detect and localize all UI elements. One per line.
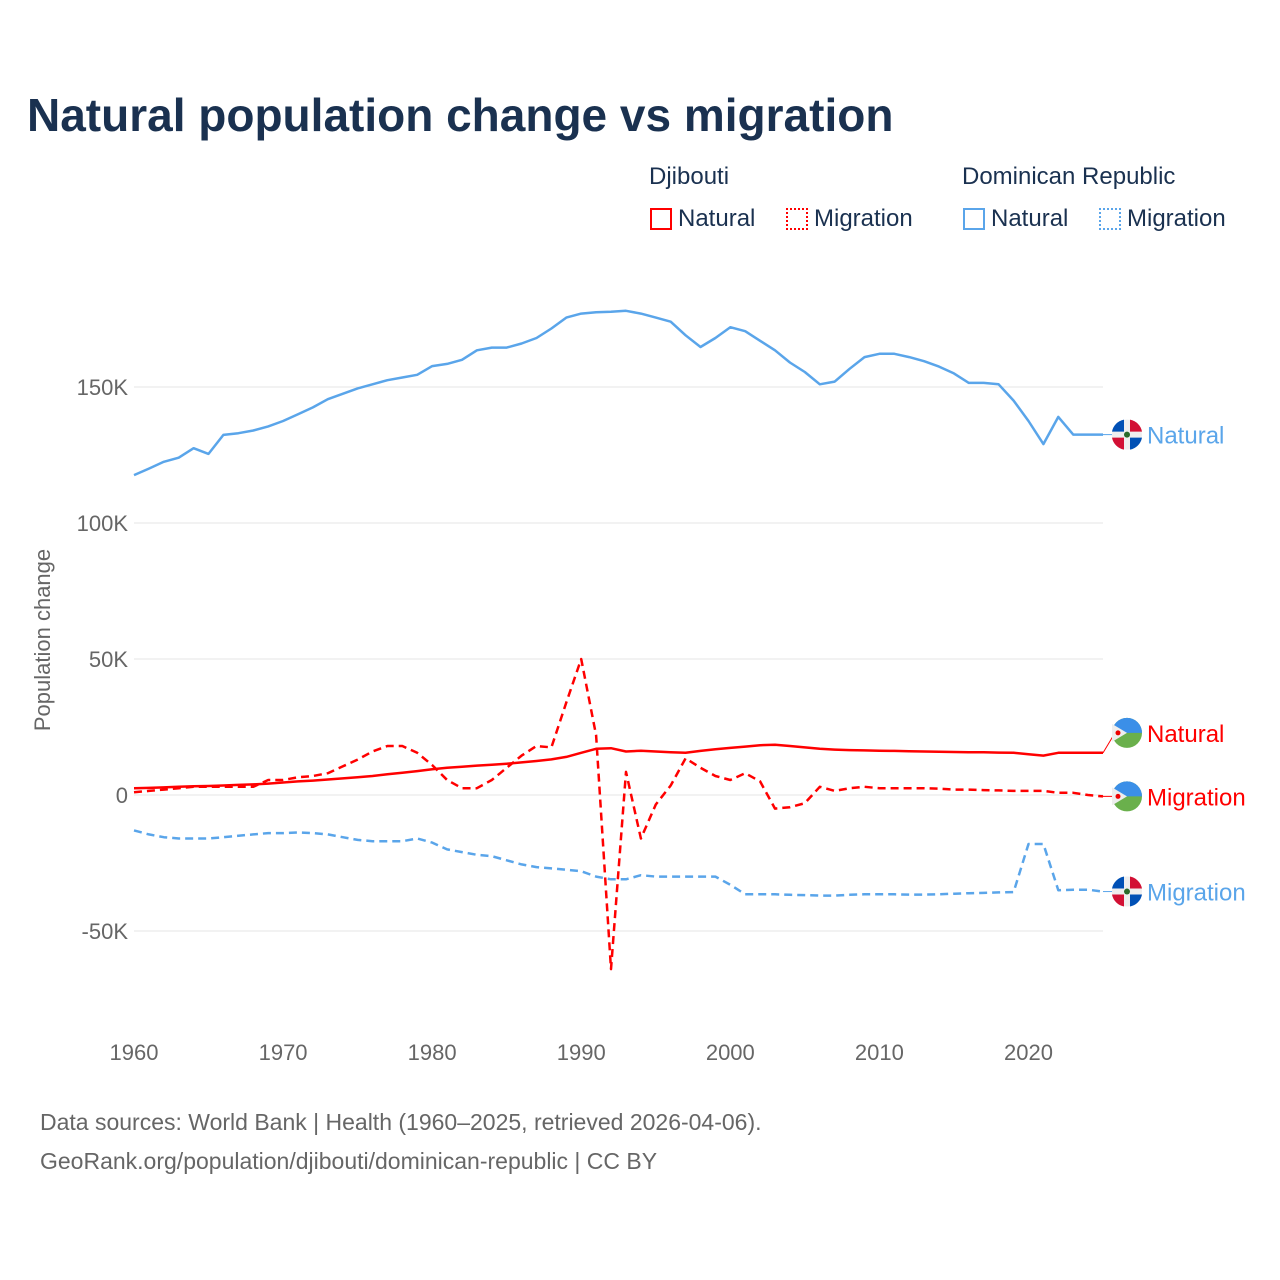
x-tick-label: 1980 [408,1040,457,1065]
y-tick-label: 100K [77,511,129,536]
x-tick-label: 2000 [706,1040,755,1065]
series-line-dominican-republic-natural [133,309,1103,477]
x-tick-label: 2020 [1004,1040,1053,1065]
legend-label: Natural [678,205,756,232]
djibouti-flag-icon [1112,717,1142,748]
series-line-dominican-republic-migration [133,829,1104,897]
dominican-republic-flag-icon [1112,876,1142,907]
series-line-djibouti-natural [133,743,1103,790]
y-tick-label: -50K [82,919,129,944]
x-tick-label: 1960 [110,1040,159,1065]
x-tick-label: 2010 [855,1040,904,1065]
chart-title: Natural population change vs migration [27,89,894,141]
legend-swatch-dotted [1099,208,1121,230]
legend-dr-migration[interactable]: Migration [1099,205,1226,233]
legend-swatch-solid [650,208,672,230]
end-label: Natural [1147,721,1224,748]
legend-label: Migration [814,205,913,232]
legend-swatch-dotted [786,208,808,230]
x-tick-label: 1970 [259,1040,308,1065]
legend-country-dominican-republic: Dominican Republic [962,163,1176,190]
legend-label: Migration [1127,205,1226,232]
legend-dr-natural[interactable]: Natural [963,205,1068,233]
source-note: Data sources: World Bank | Health (1960–… [40,1109,762,1135]
legend-country-djibouti: Djibouti [649,163,730,190]
legend-label: Natural [991,205,1069,232]
end-label: Migration [1147,880,1246,907]
source-url[interactable]: GeoRank.org/population/djibouti/dominica… [40,1148,658,1174]
y-tick-label: 50K [89,647,128,672]
end-label: Natural [1147,423,1224,450]
end-label: Migration [1147,784,1246,811]
legend-djibouti-natural[interactable]: Natural [650,205,755,233]
x-tick-label: 1990 [557,1040,606,1065]
y-tick-label: 150K [77,375,129,400]
legend-swatch-solid [963,208,985,230]
series-line-djibouti-migration [133,657,1104,971]
dominican-republic-flag-icon [1112,419,1142,450]
djibouti-flag-icon [1112,781,1142,812]
legend-djibouti-migration[interactable]: Migration [786,205,913,233]
y-axis-label: Population change [30,549,55,731]
y-tick-label: 0 [116,783,128,808]
